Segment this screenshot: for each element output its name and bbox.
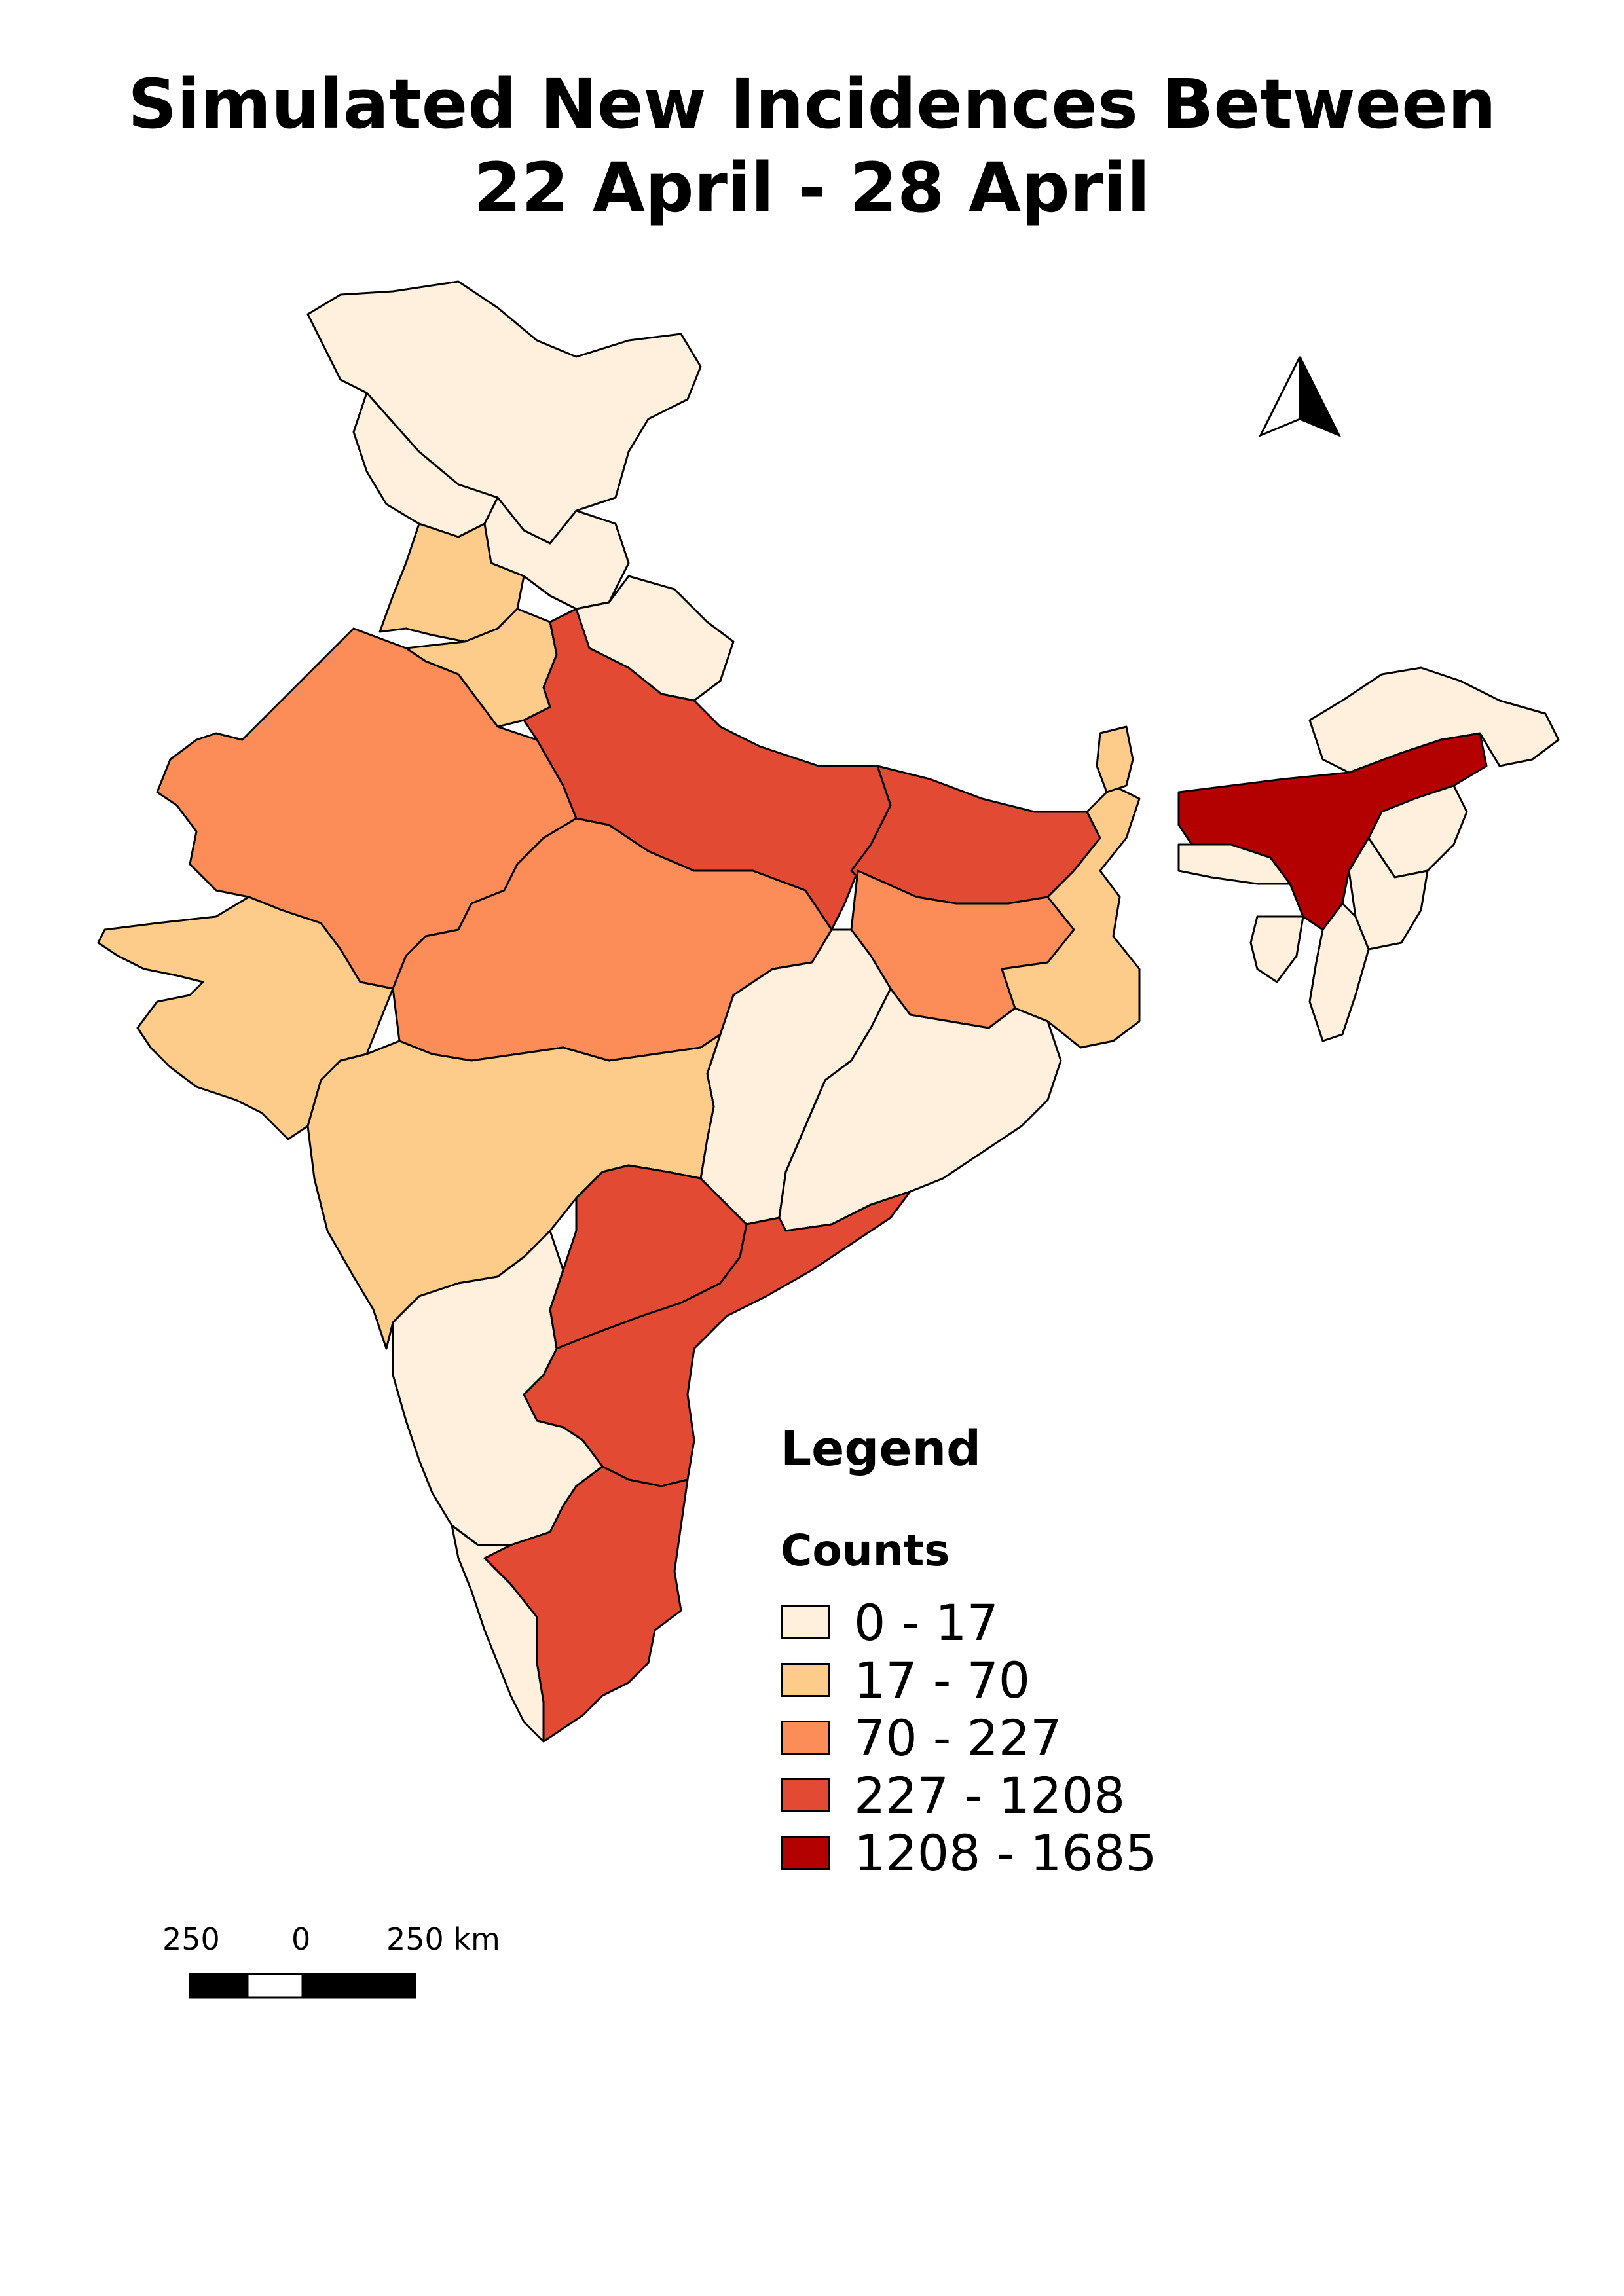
legend-swatch [781, 1836, 830, 1870]
scale-label-mid: 0 [291, 1922, 311, 1957]
scale-label-left: 250 [162, 1922, 220, 1957]
region-gujarat [97, 896, 394, 1140]
region-arunachal-pradesh [1308, 666, 1560, 774]
title-line-2: 22 April - 28 April [473, 148, 1151, 228]
region-uttar-pradesh [523, 608, 892, 931]
legend-swatch [781, 1663, 830, 1697]
legend-label: 0 - 17 [854, 1593, 999, 1652]
map-title: Simulated New Incidences Between 22 Apri… [0, 62, 1624, 230]
region-sikkim [1096, 725, 1134, 793]
legend-label: 70 - 227 [854, 1708, 1062, 1767]
scale-bar [189, 1973, 416, 1999]
title-line-1: Simulated New Incidences Between [128, 64, 1496, 144]
legend-subtitle: Counts [781, 1525, 950, 1576]
legend-item: 17 - 70 [781, 1650, 1031, 1709]
region-manipur [1348, 837, 1429, 951]
scale-label-right: 250 km [386, 1922, 500, 1957]
region-tamil-nadu [483, 1465, 689, 1743]
legend-title: Legend [781, 1421, 982, 1477]
legend-item: 227 - 1208 [781, 1766, 1125, 1825]
north-arrow-icon [1258, 356, 1342, 437]
legend-swatch [781, 1721, 830, 1755]
legend-label: 17 - 70 [854, 1650, 1031, 1709]
region-west-bengal [1001, 784, 1141, 1049]
region-kerala [451, 1524, 545, 1743]
region-meghalaya [1177, 843, 1291, 885]
legend-item: 0 - 17 [781, 1593, 999, 1652]
legend-label: 227 - 1208 [854, 1766, 1126, 1825]
legend-item: 1208 - 1685 [781, 1823, 1157, 1882]
legend-item: 70 - 227 [781, 1708, 1062, 1767]
legend-swatch [781, 1778, 830, 1812]
region-karnataka [392, 1230, 604, 1546]
legend-label: 1208 - 1685 [854, 1823, 1157, 1882]
region-tripura [1249, 915, 1304, 983]
region-mizoram [1308, 902, 1370, 1042]
region-odisha [778, 987, 1062, 1232]
legend-swatch [781, 1605, 830, 1639]
